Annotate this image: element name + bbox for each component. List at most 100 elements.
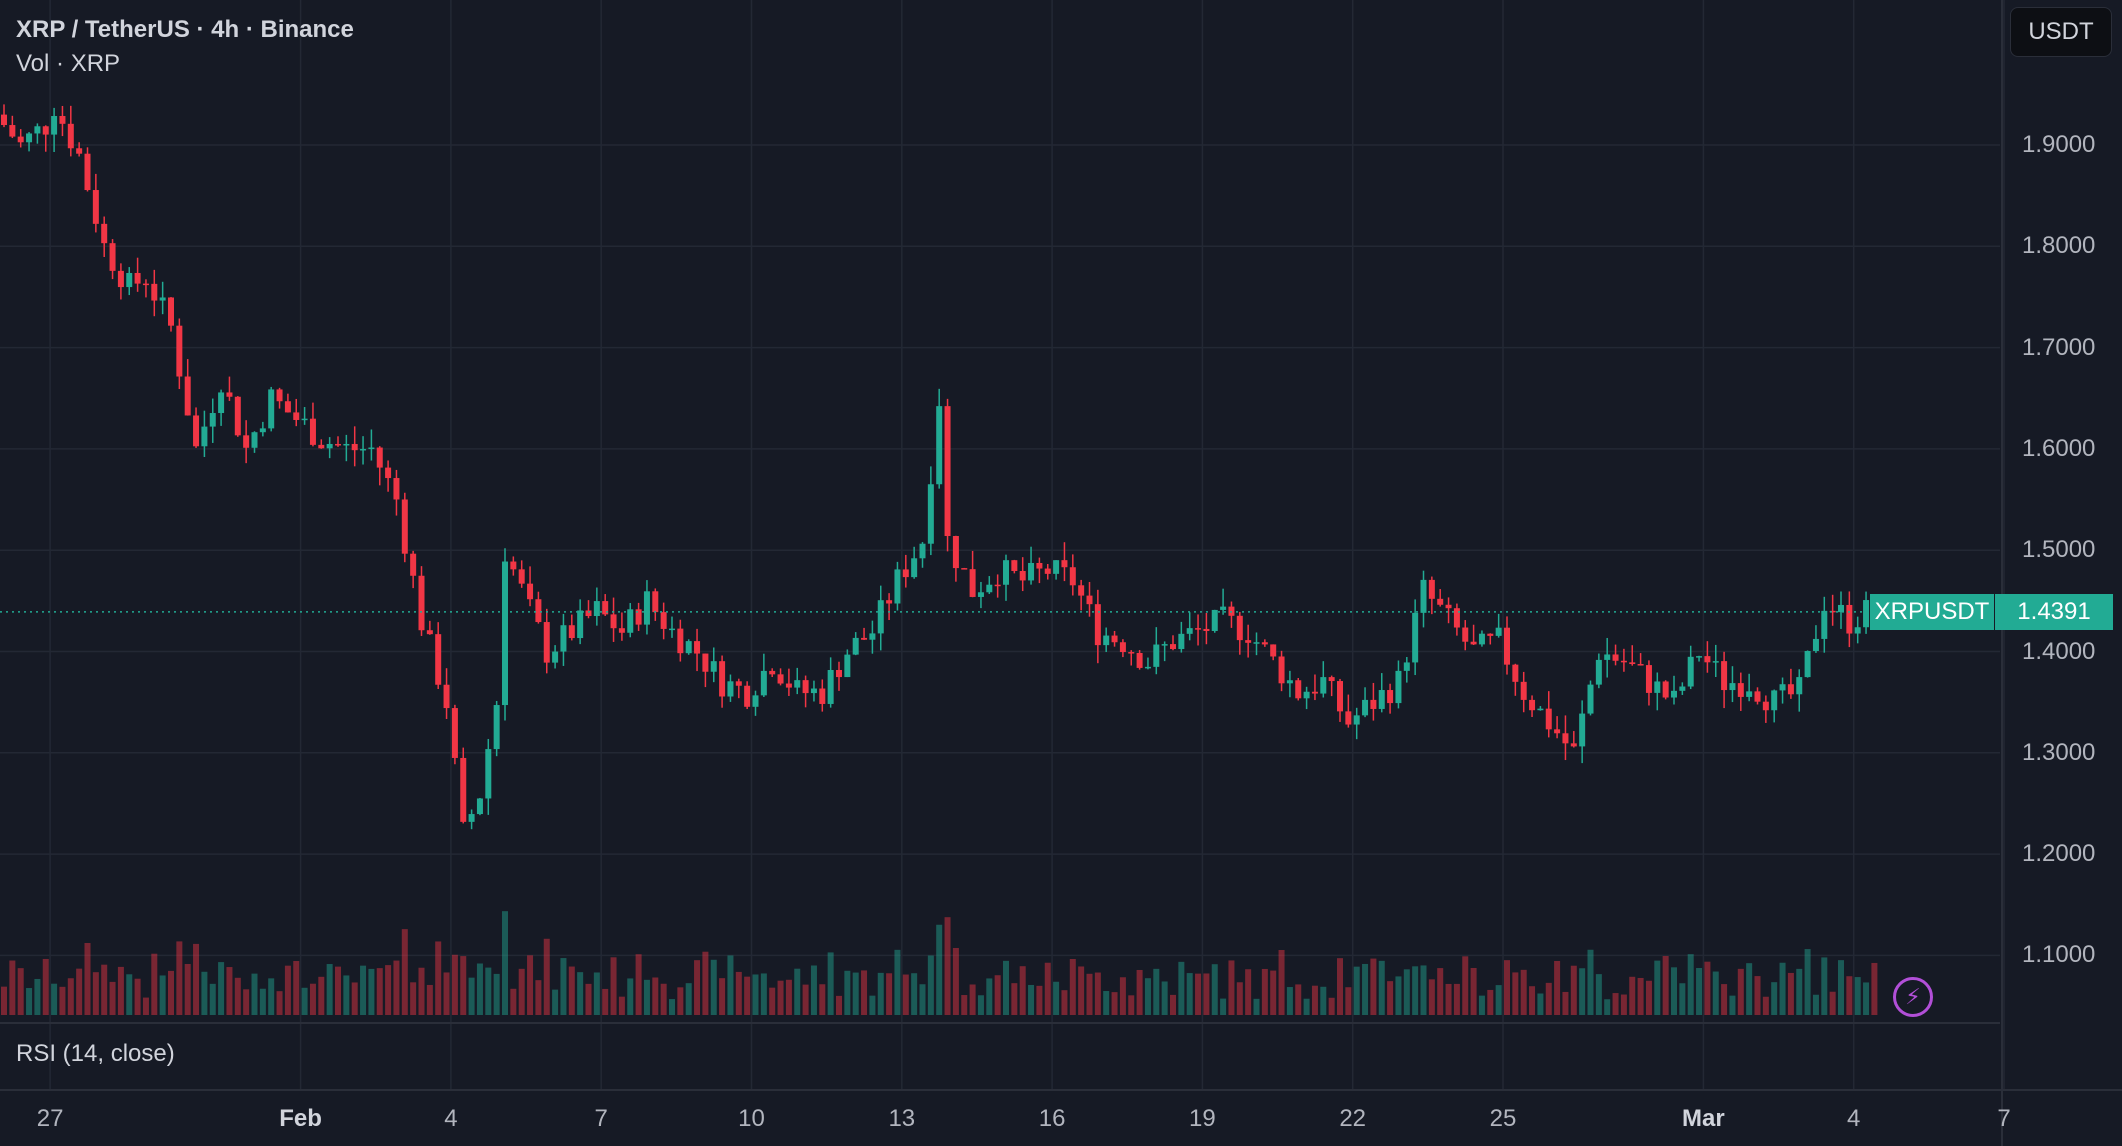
symbol-title[interactable]: XRP / TetherUS · 4h · Binance xyxy=(16,16,354,43)
candle-body xyxy=(927,484,934,544)
candle-body xyxy=(1645,665,1652,693)
volume-bar xyxy=(1303,998,1310,1015)
volume-bar xyxy=(401,929,408,1015)
volume-bar xyxy=(1403,969,1410,1015)
currency-button[interactable]: USDT xyxy=(2010,7,2112,57)
volume-bar xyxy=(126,974,133,1015)
candle-body xyxy=(109,243,116,271)
volume-bar xyxy=(1495,985,1502,1015)
time-axis-label: 25 xyxy=(1489,1105,1517,1132)
candle-body xyxy=(42,126,49,135)
volume-bar xyxy=(376,968,383,1015)
candle-body xyxy=(268,389,275,429)
volume-bar xyxy=(1053,981,1060,1015)
volume-bar xyxy=(1428,979,1435,1015)
volume-bar xyxy=(1487,989,1494,1015)
rsi-indicator-title[interactable]: RSI (14, close) xyxy=(16,1040,175,1067)
volume-bar xyxy=(1604,999,1611,1015)
candle-body xyxy=(67,123,74,149)
volume-bar xyxy=(510,988,517,1015)
volume-bar xyxy=(1629,976,1636,1015)
candle-body xyxy=(660,612,667,629)
candle-body xyxy=(1019,570,1026,581)
candle-body xyxy=(1520,681,1527,700)
candle-body xyxy=(1195,628,1202,630)
volume-bars xyxy=(1,911,1878,1015)
volume-bar xyxy=(1478,995,1485,1015)
candle-body xyxy=(1620,660,1627,663)
candle-body xyxy=(1612,654,1619,661)
price-axis-label: 1.3000 xyxy=(2022,738,2096,766)
candle-body xyxy=(1545,708,1552,730)
candle-body xyxy=(685,641,692,654)
volume-bar xyxy=(1136,969,1143,1015)
candle-body xyxy=(159,297,166,301)
candle-body xyxy=(1787,684,1794,695)
candle-body xyxy=(1003,560,1009,585)
candle-body xyxy=(1587,684,1594,714)
volume-bar xyxy=(1812,994,1819,1015)
candle-body xyxy=(719,661,726,697)
candle-body xyxy=(51,116,58,135)
volume-bar xyxy=(836,995,842,1015)
candle-body xyxy=(1737,683,1744,697)
volume-bar xyxy=(877,972,884,1015)
candle-body xyxy=(418,575,425,631)
candle-body xyxy=(1261,642,1268,645)
lightning-icon[interactable]: ⚡ xyxy=(1893,977,1933,1017)
volume-bar xyxy=(1520,969,1527,1015)
volume-bar xyxy=(1554,960,1561,1015)
volume-bar xyxy=(585,983,592,1015)
candle-body xyxy=(552,651,559,663)
volume-indicator-title[interactable]: Vol · XRP xyxy=(16,50,121,77)
candle-body xyxy=(502,561,508,706)
candle-body xyxy=(969,569,976,597)
candle-body xyxy=(886,600,893,604)
candle-body xyxy=(1286,680,1293,684)
candle-body xyxy=(669,628,675,631)
volume-bar xyxy=(568,966,575,1015)
time-axis-label: 10 xyxy=(738,1105,765,1132)
volume-bar xyxy=(435,941,442,1015)
volume-bar xyxy=(1370,958,1377,1015)
candle-body xyxy=(1754,691,1761,702)
volume-bar xyxy=(1161,981,1168,1015)
volume-bar xyxy=(1445,983,1452,1015)
candle-body xyxy=(1278,656,1285,684)
candle-body xyxy=(1094,604,1101,646)
volume-bar xyxy=(101,964,108,1015)
candle-body xyxy=(1303,691,1310,699)
volume-bar xyxy=(1671,967,1677,1015)
volume-bar xyxy=(902,974,909,1015)
candle-body xyxy=(1604,654,1611,660)
volume-bar xyxy=(443,972,450,1015)
candle-body xyxy=(1161,644,1168,646)
candle-body xyxy=(1821,610,1828,639)
candle-body xyxy=(643,591,650,625)
volume-bar xyxy=(1687,954,1694,1015)
candle-body xyxy=(376,447,383,468)
volume-bar xyxy=(34,978,41,1015)
volume-bar xyxy=(368,968,375,1015)
volume-bar xyxy=(351,982,358,1015)
volume-bar xyxy=(1270,970,1277,1015)
volume-bar xyxy=(560,958,567,1015)
volume-bar xyxy=(994,975,1001,1015)
time-axis-label: 7 xyxy=(594,1105,608,1132)
volume-bar xyxy=(1587,949,1594,1015)
candle-body xyxy=(752,695,759,707)
price-axis-label: 1.1000 xyxy=(2022,941,2096,969)
volume-bar xyxy=(602,988,609,1015)
volume-bar xyxy=(17,968,24,1015)
candle-body xyxy=(1236,615,1243,641)
candle-body xyxy=(1378,690,1385,709)
volume-bar xyxy=(9,960,16,1015)
volume-bar xyxy=(1787,972,1794,1015)
candle-body xyxy=(243,435,250,448)
candle-body xyxy=(1203,628,1210,632)
volume-bar xyxy=(844,970,851,1015)
volume-bar xyxy=(961,995,968,1015)
candle-body xyxy=(176,325,183,377)
volume-bar xyxy=(694,960,701,1015)
